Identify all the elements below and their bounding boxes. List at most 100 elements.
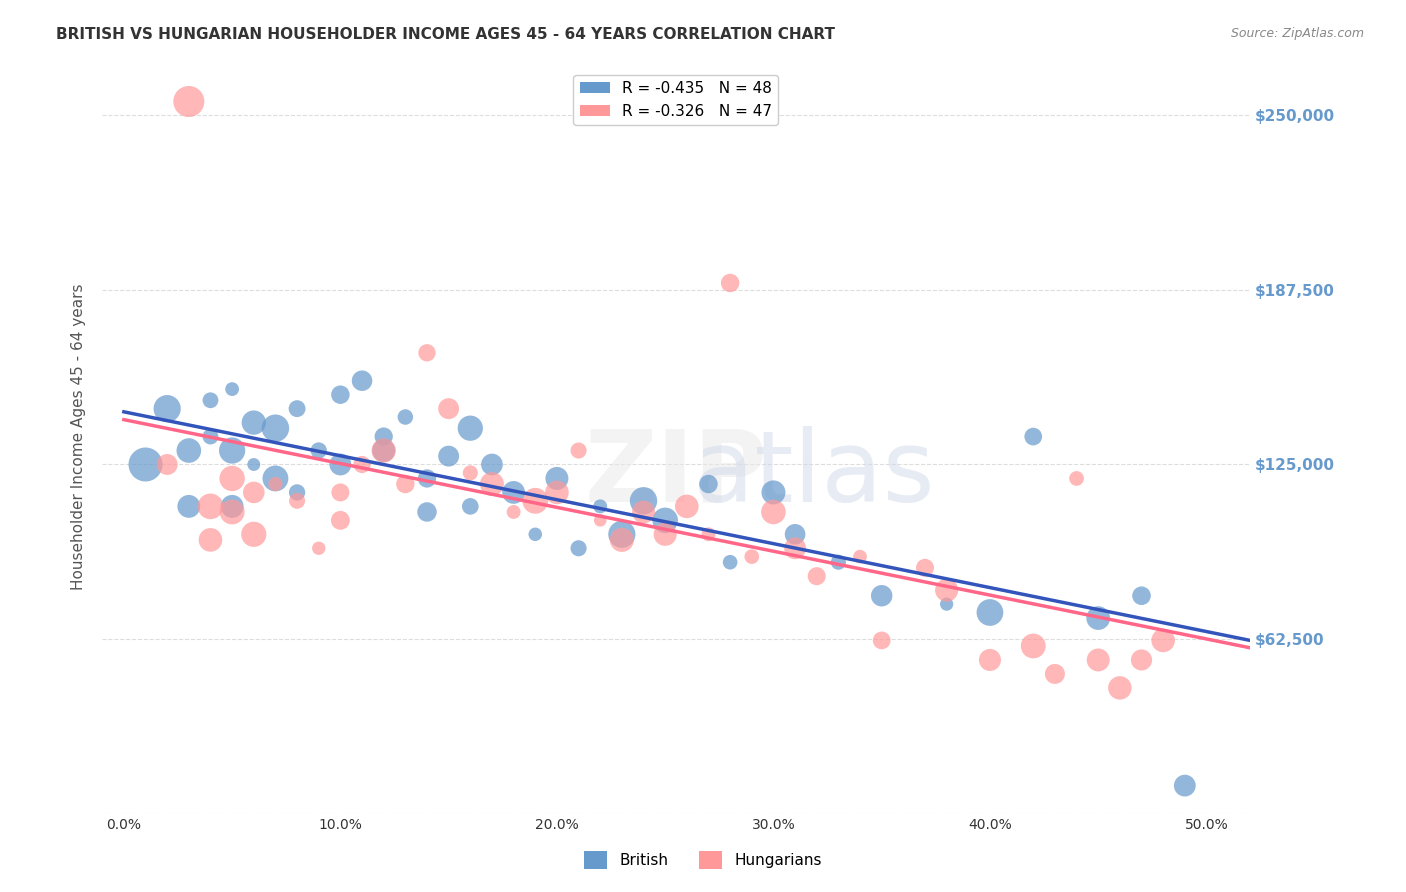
Point [762, 505, 785, 519]
Point [589, 500, 612, 514]
Point [329, 387, 352, 401]
Point [242, 527, 264, 541]
Point [416, 505, 439, 519]
Point [935, 583, 957, 598]
Point [1043, 667, 1066, 681]
Point [373, 443, 395, 458]
Point [177, 443, 200, 458]
Point [675, 500, 697, 514]
Point [1022, 639, 1045, 653]
Point [633, 505, 655, 519]
Point [373, 443, 395, 458]
Point [285, 493, 308, 508]
Point [762, 485, 785, 500]
Point [610, 533, 633, 547]
Point [718, 276, 741, 290]
Point [350, 374, 373, 388]
Point [458, 500, 481, 514]
Point [806, 569, 828, 583]
Point [437, 401, 460, 416]
Point [221, 505, 243, 519]
Point [221, 382, 243, 396]
Point [697, 477, 720, 491]
Point [567, 443, 589, 458]
Point [502, 485, 524, 500]
Text: atlas: atlas [693, 425, 935, 523]
Point [524, 493, 547, 508]
Legend: R = -0.435   N = 48, R = -0.326   N = 47: R = -0.435 N = 48, R = -0.326 N = 47 [574, 75, 779, 125]
Point [654, 527, 676, 541]
Point [156, 401, 179, 416]
Point [567, 541, 589, 556]
Legend: British, Hungarians: British, Hungarians [578, 845, 828, 875]
Text: Source: ZipAtlas.com: Source: ZipAtlas.com [1230, 27, 1364, 40]
Point [697, 527, 720, 541]
Point [458, 466, 481, 480]
Text: BRITISH VS HUNGARIAN HOUSEHOLDER INCOME AGES 45 - 64 YEARS CORRELATION CHART: BRITISH VS HUNGARIAN HOUSEHOLDER INCOME … [56, 27, 835, 42]
Point [242, 458, 264, 472]
Point [200, 533, 222, 547]
Point [394, 477, 416, 491]
Point [481, 458, 503, 472]
Point [502, 505, 524, 519]
Point [200, 500, 222, 514]
Point [242, 416, 264, 430]
Point [329, 458, 352, 472]
Point [610, 527, 633, 541]
Point [373, 429, 395, 443]
Point [177, 95, 200, 109]
Point [935, 597, 957, 611]
Point [437, 449, 460, 463]
Point [177, 500, 200, 514]
Point [350, 458, 373, 472]
Point [1174, 779, 1197, 793]
Point [264, 421, 287, 435]
Point [1130, 589, 1153, 603]
Point [633, 493, 655, 508]
Point [741, 549, 763, 564]
Y-axis label: Householder Income Ages 45 - 64 years: Householder Income Ages 45 - 64 years [72, 284, 86, 590]
Point [827, 555, 849, 569]
Point [870, 633, 893, 648]
Point [1108, 681, 1130, 695]
Text: ZIP: ZIP [585, 425, 768, 523]
Point [221, 471, 243, 485]
Point [849, 549, 872, 564]
Point [134, 458, 156, 472]
Point [416, 346, 439, 360]
Point [264, 471, 287, 485]
Point [718, 555, 741, 569]
Point [308, 541, 330, 556]
Point [783, 541, 806, 556]
Point [870, 589, 893, 603]
Point [481, 477, 503, 491]
Point [783, 527, 806, 541]
Point [200, 393, 222, 408]
Point [156, 458, 179, 472]
Point [308, 443, 330, 458]
Point [546, 485, 568, 500]
Point [1022, 429, 1045, 443]
Point [394, 410, 416, 425]
Point [1130, 653, 1153, 667]
Point [1087, 653, 1109, 667]
Point [285, 485, 308, 500]
Point [1066, 471, 1088, 485]
Point [221, 500, 243, 514]
Point [589, 513, 612, 527]
Point [264, 477, 287, 491]
Point [221, 443, 243, 458]
Point [979, 653, 1001, 667]
Point [200, 429, 222, 443]
Point [242, 485, 264, 500]
Point [979, 606, 1001, 620]
Point [1152, 633, 1174, 648]
Point [416, 471, 439, 485]
Point [654, 513, 676, 527]
Point [524, 527, 547, 541]
Point [1087, 611, 1109, 625]
Point [329, 485, 352, 500]
Point [285, 401, 308, 416]
Point [546, 471, 568, 485]
Point [329, 513, 352, 527]
